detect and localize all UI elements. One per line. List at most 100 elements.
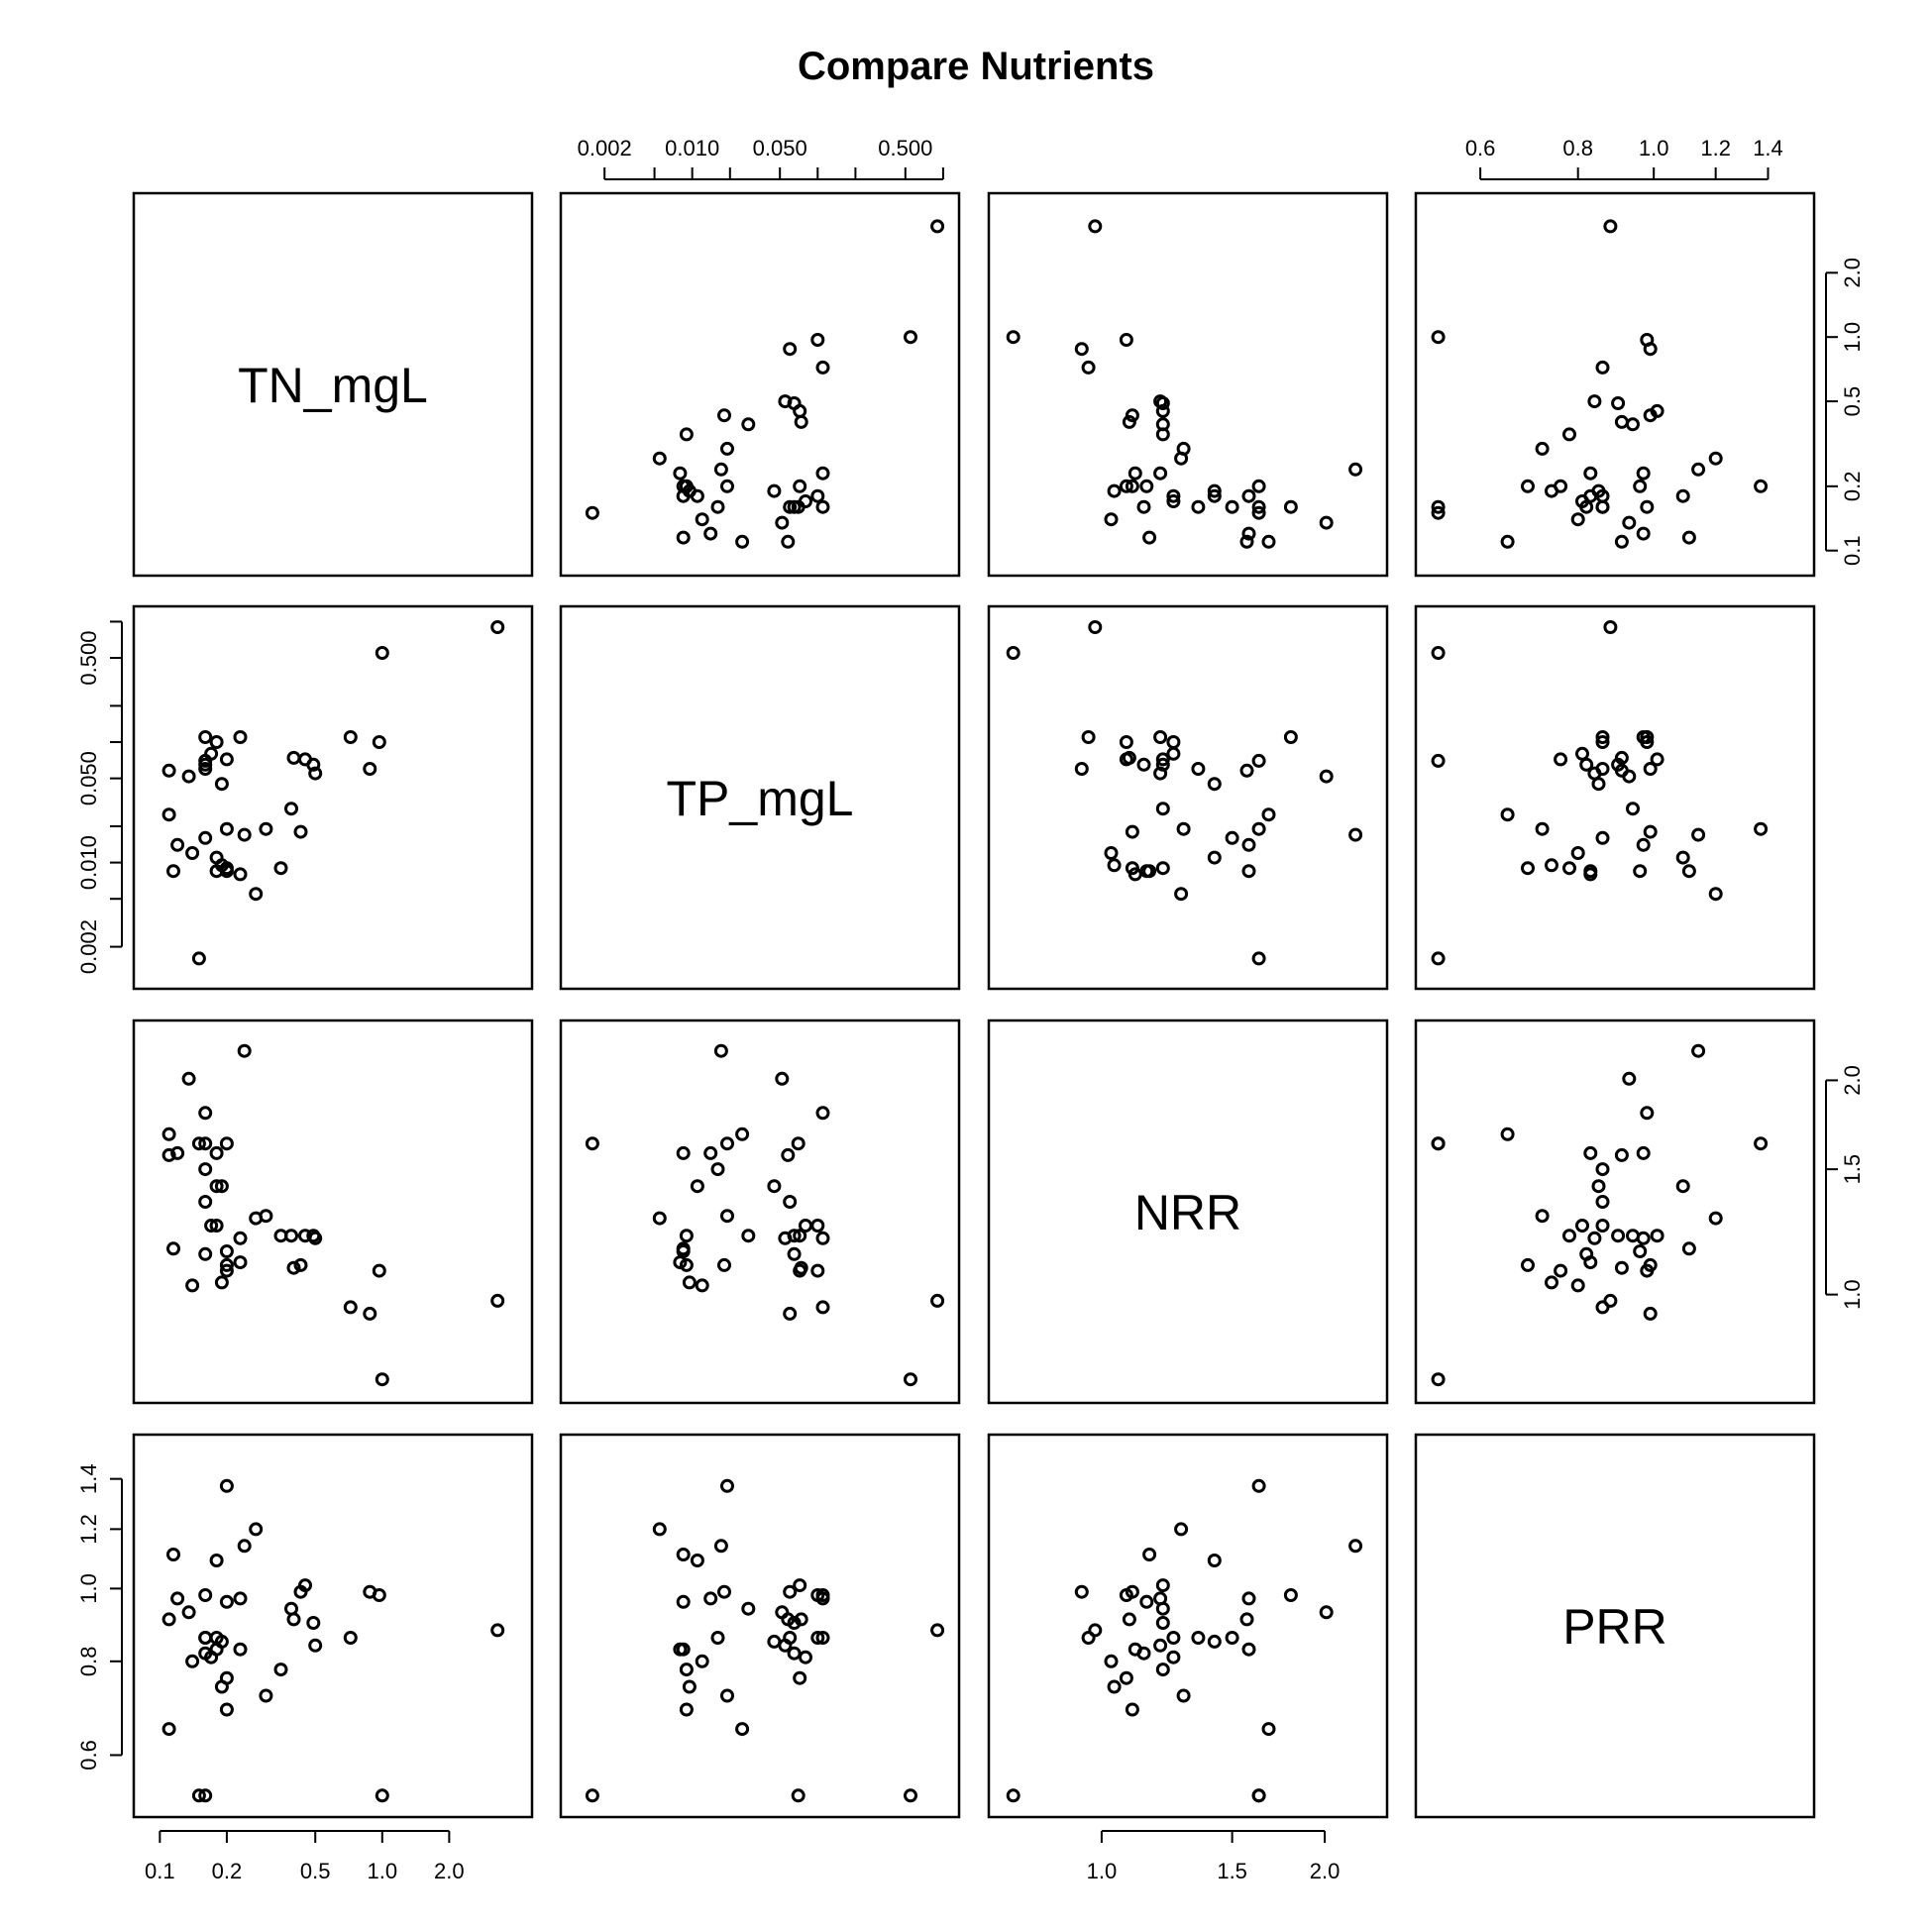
- point-NRR-TN_mgL-33: [1319, 515, 1334, 530]
- point-TN_mgL-TP_mgL-9: [286, 750, 301, 765]
- point-TP_mgL-TN_mgL-10: [741, 417, 756, 432]
- point-TN_mgL-NRR-32: [185, 1278, 200, 1293]
- point-PRR-TN_mgL-31: [1595, 499, 1610, 514]
- panel-frame: [1414, 191, 1816, 578]
- point-TN_mgL-PRR-1: [375, 1788, 389, 1803]
- point-NRR-TN_mgL-31: [1191, 499, 1206, 514]
- point-PRR-TP_mgL-11: [1562, 861, 1576, 876]
- tick-label-TN_mgL-2: 0.5: [300, 1859, 331, 1883]
- y-axis-TP_mgL: 0.002 0.010 0.050 0.500: [76, 620, 123, 974]
- point-TN_mgL-TP_mgL-13: [249, 887, 264, 902]
- point-TN_mgL-TP_mgL-22: [214, 777, 229, 792]
- panel-frame: [1414, 1019, 1816, 1405]
- point-TP_mgL-TN_mgL-32: [695, 512, 709, 527]
- point-TP_mgL-NRR-13: [652, 1211, 667, 1226]
- point-PRR-TP_mgL-10: [1626, 802, 1640, 816]
- point-PRR-TP_mgL-37: [1500, 807, 1515, 822]
- panel-PRR-vs-PRR: PRR: [1414, 1433, 1816, 1819]
- panel-frame: [132, 1019, 534, 1405]
- point-TN_mgL-PRR-15: [233, 1591, 248, 1606]
- point-TN_mgL-PRR-29: [198, 1646, 213, 1661]
- point-TN_mgL-TP_mgL-28: [198, 830, 213, 845]
- point-TN_mgL-NRR-37: [161, 1127, 176, 1141]
- point-NRR-TN_mgL-30: [1251, 499, 1266, 514]
- point-PRR-TP_mgL-36: [1614, 763, 1629, 778]
- point-TN_mgL-NRR-35: [166, 1241, 180, 1256]
- point-TP_mgL-NRR-33: [775, 1071, 790, 1086]
- point-TN_mgL-NRR-36: [161, 1147, 176, 1162]
- tick-label-TN_mgL-3: 1.0: [367, 1859, 397, 1883]
- point-PRR-TP_mgL-23: [1595, 735, 1610, 749]
- point-NRR-PRR-0: [1088, 1623, 1103, 1638]
- point-NRR-TP_mgL-14: [1348, 827, 1363, 842]
- point-NRR-PRR-21: [1107, 1679, 1122, 1694]
- point-TN_mgL-PRR-18: [219, 1702, 234, 1717]
- point-TN_mgL-TP_mgL-4: [343, 730, 358, 744]
- point-PRR-NRR-24: [1675, 1179, 1690, 1194]
- point-PRR-TN_mgL-16: [1583, 466, 1598, 481]
- point-TN_mgL-PRR-33: [181, 1605, 196, 1620]
- point-TN_mgL-NRR-17: [219, 1136, 234, 1151]
- point-NRR-TP_mgL-37: [1261, 807, 1276, 822]
- point-PRR-TP_mgL-24: [1675, 850, 1690, 865]
- point-NRR-TN_mgL-25: [1241, 488, 1256, 503]
- point-TP_mgL-TN_mgL-3: [783, 342, 798, 357]
- point-NRR-PRR-11: [1155, 1663, 1170, 1677]
- point-TP_mgL-PRR-34: [703, 1591, 718, 1606]
- point-PRR-NRR-22: [1591, 1179, 1606, 1194]
- point-NRR-PRR-22: [1207, 1634, 1222, 1649]
- point-TN_mgL-PRR-5: [308, 1638, 323, 1653]
- point-PRR-TP_mgL-38: [1431, 951, 1446, 966]
- tick-label-TN_mgL-1: 0.2: [1840, 472, 1865, 502]
- point-TP_mgL-TN_mgL-1: [904, 330, 917, 345]
- point-PRR-NRR-4: [1595, 1300, 1610, 1315]
- point-NRR-TN_mgL-11: [1155, 427, 1170, 442]
- point-TN_mgL-NRR-27: [198, 1106, 213, 1121]
- tick-label-TP_mgL-4: 0.050: [753, 136, 807, 161]
- point-TP_mgL-PRR-32: [695, 1654, 709, 1668]
- point-PRR-TP_mgL-27: [1640, 730, 1655, 744]
- point-TP_mgL-PRR-28: [710, 1631, 725, 1645]
- point-PRR-TN_mgL-11: [1562, 427, 1576, 442]
- point-NRR-PRR-17: [1251, 1478, 1266, 1493]
- panel-NRR-vs-PRR: [1414, 1019, 1816, 1405]
- point-NRR-PRR-24: [1207, 1554, 1222, 1567]
- point-TP_mgL-PRR-10: [741, 1601, 756, 1616]
- point-NRR-TN_mgL-34: [1241, 526, 1256, 541]
- point-PRR-TN_mgL-15: [1636, 466, 1651, 481]
- chart-title: Compare Nutrients: [798, 45, 1154, 88]
- tick-label-TN_mgL-0: 0.1: [145, 1859, 175, 1883]
- point-PRR-TN_mgL-14: [1691, 462, 1706, 477]
- point-TP_mgL-TN_mgL-15: [815, 466, 830, 481]
- point-NRR-TP_mgL-11: [1155, 861, 1170, 876]
- panel-TP_mgL-vs-PRR: [1414, 604, 1816, 991]
- point-TN_mgL-NRR-34: [170, 1145, 185, 1160]
- point-TN_mgL-TP_mgL-17: [219, 821, 234, 836]
- point-NRR-TP_mgL-34: [1241, 837, 1256, 852]
- point-NRR-TN_mgL-13: [1174, 451, 1189, 466]
- point-NRR-PRR-25: [1241, 1642, 1256, 1657]
- point-NRR-TN_mgL-2: [1119, 333, 1133, 347]
- panel-TN_mgL-vs-TN_mgL: TN_mgL: [132, 191, 534, 578]
- point-NRR-TP_mgL-10: [1155, 802, 1170, 816]
- point-PRR-NRR-7: [1650, 1229, 1664, 1243]
- point-NRR-TN_mgL-9: [1122, 414, 1136, 429]
- point-TP_mgL-PRR-24: [690, 1554, 704, 1567]
- tick-label-NRR-2: 2.0: [1310, 1859, 1341, 1883]
- y-axis-TN_mgL: 0.1 0.2 0.5 1.0 2.0: [1825, 258, 1865, 566]
- point-TP_mgL-PRR-37: [735, 1722, 750, 1737]
- tick-label-TN_mgL-1: 0.2: [212, 1859, 243, 1883]
- point-TP_mgL-PRR-9: [794, 1612, 808, 1627]
- point-PRR-TN_mgL-27: [1640, 499, 1655, 514]
- point-NRR-PRR-32: [1104, 1654, 1119, 1668]
- point-TN_mgL-TP_mgL-24: [209, 850, 224, 865]
- point-TP_mgL-TN_mgL-36: [781, 534, 796, 549]
- point-NRR-TN_mgL-22: [1207, 483, 1222, 498]
- tick-label-TP_mgL-7: 0.500: [878, 136, 932, 161]
- tick-label-TP_mgL-2: 0.010: [665, 136, 719, 161]
- point-NRR-TP_mgL-7: [1155, 752, 1170, 767]
- point-NRR-TN_mgL-8: [1125, 408, 1139, 423]
- point-NRR-TN_mgL-15: [1153, 466, 1168, 481]
- point-PRR-TP_mgL-4: [1595, 730, 1610, 744]
